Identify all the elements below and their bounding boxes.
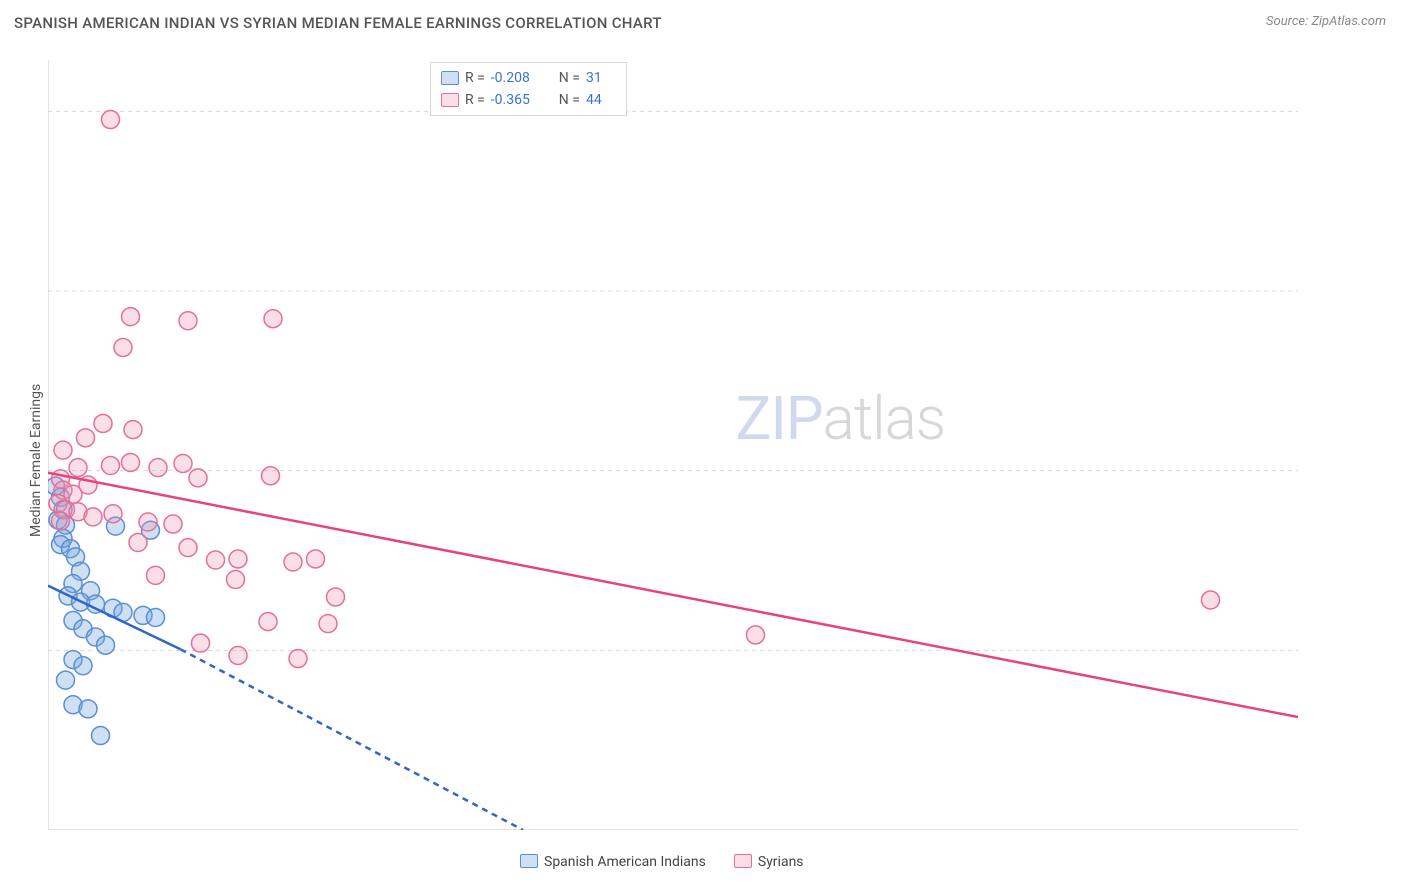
data-point-syrians [192,634,210,652]
data-point-syrians [104,505,122,523]
data-point-syrians [124,421,142,439]
data-point-syrians [179,312,197,330]
data-point-syrians [747,626,765,644]
data-point-syrians [264,310,282,328]
data-point-syrians [54,441,72,459]
data-point-syrians [94,414,112,432]
data-point-syrians [174,454,192,472]
data-point-spanish_american_indians [92,727,110,745]
trend-line-dashed-spanish_american_indians [181,649,524,830]
data-point-syrians [139,513,157,531]
data-point-syrians [319,615,337,633]
data-point-syrians [284,553,302,571]
stats-swatch [441,71,459,85]
scatter-plot: $27,500$45,000$62,500$80,000 [48,60,1298,830]
data-point-syrians [327,588,345,606]
stats-r-label: R = [465,67,485,89]
source-label: Source: [1266,14,1308,29]
data-point-syrians [262,467,280,485]
legend-label: Spanish American Indians [544,854,706,870]
data-point-syrians [289,650,307,668]
chart-title: SPANISH AMERICAN INDIAN VS SYRIAN MEDIAN… [14,14,662,32]
data-point-syrians [229,646,247,664]
data-point-syrians [179,539,197,557]
data-point-spanish_american_indians [97,636,115,654]
data-point-syrians [129,534,147,552]
stats-n-value: 44 [586,89,612,111]
y-axis-title: Median Female Earnings [28,384,44,537]
data-point-syrians [164,515,182,533]
stats-n-label: N = [559,89,580,111]
data-point-syrians [1202,591,1220,609]
trend-line-syrians [48,473,1298,717]
data-point-syrians [259,613,277,631]
data-point-syrians [69,459,87,477]
series-legend: Spanish American Indians Syrians [520,854,804,870]
stats-n-value: 31 [586,67,612,89]
legend-item-spanish_american_indians: Spanish American Indians [520,854,706,870]
data-point-syrians [102,457,120,475]
legend-swatch [520,854,538,868]
stats-row-syrians: R = -0.365 N = 44 [441,89,612,111]
data-point-syrians [84,508,102,526]
data-point-spanish_american_indians [147,608,165,626]
data-point-syrians [52,512,70,530]
stats-r-label: R = [465,89,485,111]
stats-r-value: -0.365 [491,89,541,111]
data-point-syrians [122,308,140,326]
stats-swatch [441,93,459,107]
stats-r-value: -0.208 [491,67,541,89]
data-point-spanish_american_indians [74,657,92,675]
chart-header: SPANISH AMERICAN INDIAN VS SYRIAN MEDIAN… [0,0,1406,50]
data-point-syrians [227,570,245,588]
legend-item-syrians: Syrians [734,854,804,870]
data-point-syrians [122,453,140,471]
source-value: ZipAtlas.com [1311,14,1386,29]
chart-source: Source: ZipAtlas.com [1266,14,1386,29]
stats-row-spanish_american_indians: R = -0.208 N = 31 [441,67,612,89]
data-point-spanish_american_indians [57,671,75,689]
legend-label: Syrians [758,854,804,870]
data-point-syrians [114,338,132,356]
data-point-syrians [77,429,95,447]
data-point-syrians [189,469,207,487]
legend-swatch [734,854,752,868]
data-point-syrians [147,566,165,584]
correlation-stats-box: R = -0.208 N = 31 R = -0.365 N = 44 [430,62,627,116]
data-point-syrians [229,550,247,568]
data-point-syrians [102,111,120,129]
stats-n-label: N = [559,67,580,89]
data-point-syrians [149,459,167,477]
data-point-spanish_american_indians [79,700,97,718]
data-point-syrians [307,550,325,568]
data-point-syrians [207,551,225,569]
